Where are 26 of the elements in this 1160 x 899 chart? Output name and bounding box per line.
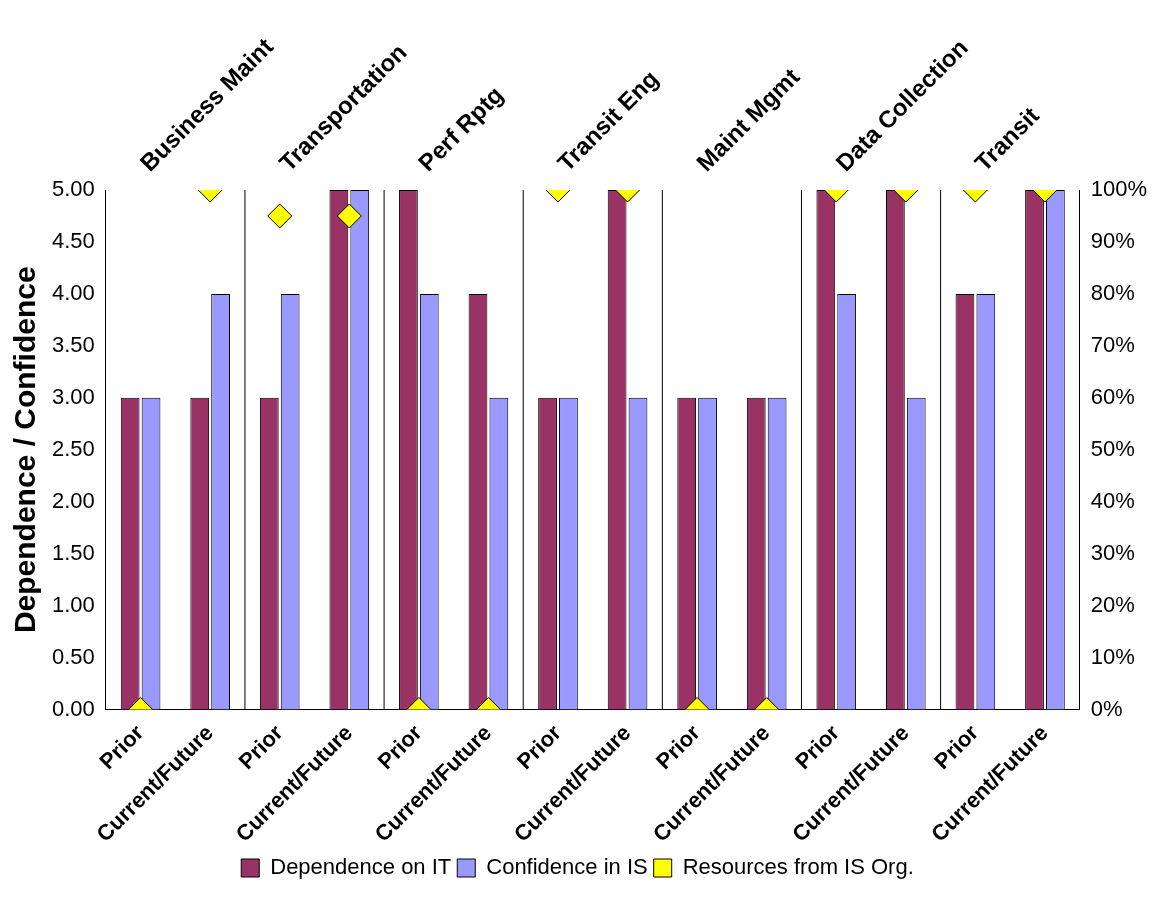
y-tick-label: 1.00 <box>51 591 95 617</box>
y-tick-label: 1.50 <box>51 539 95 565</box>
y-tick-label: 2.00 <box>51 487 95 513</box>
y-tick-label: 0.00 <box>51 695 95 721</box>
legend-label: Resources from IS Org. <box>682 854 914 880</box>
y-tick-label: 3.00 <box>51 383 95 409</box>
y-tick-label: 3.50 <box>51 331 95 357</box>
y-tick-label: 4.00 <box>51 279 95 305</box>
y-tick-label: 0.50 <box>51 643 95 669</box>
y2-tick-label: 10% <box>1090 643 1135 669</box>
y-tick-label: 5.00 <box>51 176 95 202</box>
y-tick-label: 2.50 <box>51 435 95 461</box>
y2-tick-label: 30% <box>1090 539 1135 565</box>
y2-tick-label: 40% <box>1090 487 1135 513</box>
legend-label: Confidence in IS <box>486 854 648 880</box>
y2-tick-label: 60% <box>1090 383 1135 409</box>
y2-tick-label: 0% <box>1090 695 1123 721</box>
y2-tick-label: 100% <box>1090 176 1148 202</box>
y2-tick-label: 70% <box>1090 331 1135 357</box>
y2-tick-label: 80% <box>1090 279 1135 305</box>
y2-tick-label: 20% <box>1090 591 1135 617</box>
y-axis-title: Dependence / Confidence <box>8 266 42 634</box>
y2-tick-label: 50% <box>1090 435 1135 461</box>
y-tick-label: 4.50 <box>51 228 95 254</box>
legend-label: Dependence on IT <box>270 854 452 880</box>
y2-tick-label: 90% <box>1090 228 1135 254</box>
